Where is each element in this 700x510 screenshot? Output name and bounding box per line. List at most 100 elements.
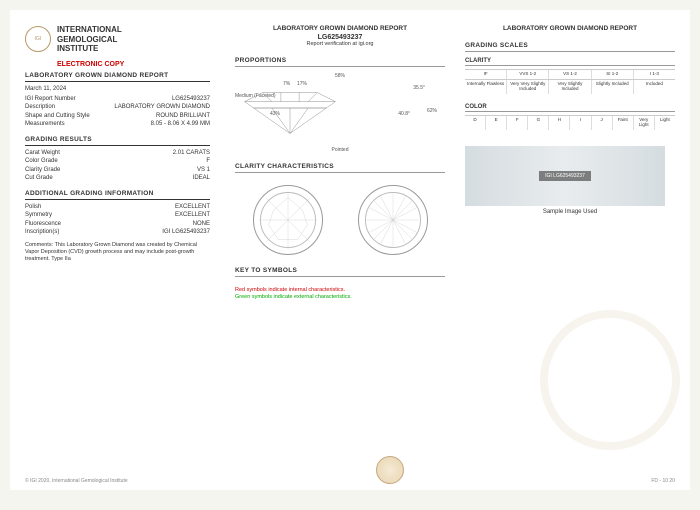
dim-table: 58%	[335, 73, 345, 79]
value: IDEAL	[193, 175, 210, 181]
label: Measurements	[25, 121, 65, 127]
color-scale: COLOR D E F G H I J Faint Very Light Lig…	[465, 104, 675, 130]
right-column: LABORATORY GROWN DIAMOND REPORT GRADING …	[455, 25, 675, 475]
value: EXCELLENT	[175, 212, 210, 218]
clarity-char-title: CLARITY CHARACTERISTICS	[235, 163, 445, 173]
row-measurements: Measurements 8.05 - 8.06 X 4.99 MM	[25, 121, 210, 127]
color-scale-grades: D E F G H I J Faint Very Light Light	[465, 115, 675, 130]
key-symbols-text: Red symbols indicate internal characteri…	[235, 287, 445, 301]
color-scale-title: COLOR	[465, 104, 675, 112]
footer-seal-icon	[376, 456, 404, 484]
diamond-bottom-icon	[358, 185, 428, 255]
value: 2.01 CARATS	[173, 150, 210, 156]
org-name: INTERNATIONAL GEMOLOGICAL INSTITUTE	[57, 25, 122, 54]
dim-depth: 62%	[427, 108, 437, 114]
dim-pct1: 7%	[283, 81, 290, 87]
label: Shape and Cutting Style	[25, 113, 90, 119]
label: Description	[25, 104, 55, 110]
copyright: © IGI 2020, International Gemological In…	[25, 478, 128, 484]
value: LG625493237	[172, 96, 210, 102]
middle-column: LABORATORY GROWN DIAMOND REPORT LG625493…	[225, 25, 455, 475]
scale-cell: Included	[634, 80, 675, 94]
dim-pointed: Pointed	[332, 147, 349, 153]
key-symbols-title: KEY TO SYMBOLS	[235, 267, 445, 277]
row-carat: Carat Weight 2.01 CARATS	[25, 150, 210, 156]
value: 8.05 - 8.06 X 4.99 MM	[151, 121, 210, 127]
footer-code: FD - 10 20	[651, 478, 675, 484]
sample-inscription: IGI LG625493237	[539, 171, 591, 181]
value: NONE	[193, 221, 210, 227]
dim-crown: 35.5°	[413, 85, 425, 91]
scale-cell: E	[486, 116, 507, 130]
label: Color Grade	[25, 158, 58, 164]
key-red: Red symbols indicate internal characteri…	[235, 287, 445, 294]
row-clarity: Clarity Grade VS 1	[25, 167, 210, 173]
electronic-copy-label: ELECTRONIC COPY	[57, 61, 210, 68]
additional-title: ADDITIONAL GRADING INFORMATION	[25, 190, 210, 200]
dim-pct2: 17%	[297, 81, 307, 87]
row-report-number: IGI Report Number LG625493237	[25, 96, 210, 102]
dim-pav: 40.8°	[398, 111, 410, 117]
mid-title: LABORATORY GROWN DIAMOND REPORT	[235, 25, 445, 32]
clarity-diagram	[235, 185, 445, 255]
scale-cell: Very Very Slightly Included	[507, 80, 549, 94]
clarity-scale-title: CLARITY	[465, 58, 675, 66]
label: Fluorescence	[25, 221, 61, 227]
scale-cell: VS 1-2	[549, 70, 591, 79]
igi-seal-icon: IGI	[25, 26, 51, 52]
label: IGI Report Number	[25, 96, 76, 102]
left-column: IGI INTERNATIONAL GEMOLOGICAL INSTITUTE …	[25, 25, 225, 475]
logo-block: IGI INTERNATIONAL GEMOLOGICAL INSTITUTE	[25, 25, 210, 54]
label: Inscription(s)	[25, 229, 59, 235]
row-polish: Polish EXCELLENT	[25, 204, 210, 210]
right-title: LABORATORY GROWN DIAMOND REPORT	[465, 25, 675, 32]
footer: © IGI 2020, International Gemological In…	[25, 456, 675, 484]
sample-caption: Sample Image Used	[465, 209, 675, 215]
scale-cell: J	[592, 116, 613, 130]
scale-cell: G	[528, 116, 549, 130]
scale-cell: I	[570, 116, 591, 130]
label: Cut Grade	[25, 175, 53, 181]
scale-cell: F	[507, 116, 528, 130]
facet-lines-icon	[359, 186, 427, 254]
scale-cell: Light	[655, 116, 675, 130]
row-inscription: Inscription(s) IGI LG625493237	[25, 229, 210, 235]
proportions-title: PROPORTIONS	[235, 57, 445, 67]
comments-label: Comments:	[25, 242, 53, 248]
value: F	[206, 158, 210, 164]
grading-results-title: GRADING RESULTS	[25, 136, 210, 146]
clarity-scale-bottom: Internally Flawless Very Very Slightly I…	[465, 79, 675, 94]
value: VS 1	[197, 167, 210, 173]
clarity-scale: CLARITY IF VVS 1-2 VS 1-2 SI 1-2 I 1-3 I…	[465, 58, 675, 94]
sample-image: IGI LG625493237	[465, 146, 665, 206]
row-fluorescence: Fluorescence NONE	[25, 221, 210, 227]
scale-cell: IF	[465, 70, 507, 79]
key-green: Green symbols indicate external characte…	[235, 294, 445, 301]
row-color: Color Grade F	[25, 158, 210, 164]
scale-cell: Very Slightly Included	[549, 80, 591, 94]
label: Polish	[25, 204, 41, 210]
org-line3: INSTITUTE	[57, 44, 122, 54]
dim-girdle-pct: 43%	[270, 111, 280, 117]
row-shape: Shape and Cutting Style ROUND BRILLIANT	[25, 113, 210, 119]
mid-verify: Report verification at igi.org	[235, 41, 445, 47]
row-cut: Cut Grade IDEAL	[25, 175, 210, 181]
org-line1: INTERNATIONAL	[57, 25, 122, 35]
dim-medium: Medium (Faceted)	[235, 93, 276, 99]
scale-cell: Very Light	[634, 116, 655, 130]
scale-cell: SI 1-2	[592, 70, 634, 79]
value: LABORATORY GROWN DIAMOND	[114, 104, 210, 110]
report-title: LABORATORY GROWN DIAMOND REPORT	[25, 72, 210, 82]
row-symmetry: Symmetry EXCELLENT	[25, 212, 210, 218]
value: ROUND BRILLIANT	[156, 113, 210, 119]
value: IGI LG625493237	[162, 229, 210, 235]
scale-cell: Faint	[613, 116, 634, 130]
scale-cell: Internally Flawless	[465, 80, 507, 94]
label: Symmetry	[25, 212, 52, 218]
org-line2: GEMOLOGICAL	[57, 35, 122, 45]
row-description: Description LABORATORY GROWN DIAMOND	[25, 104, 210, 110]
scale-cell: D	[465, 116, 486, 130]
scale-cell: H	[549, 116, 570, 130]
clarity-scale-top: IF VVS 1-2 VS 1-2 SI 1-2 I 1-3	[465, 69, 675, 79]
proportions-diagram: 58% 35.5° 62% 40.8° 43% Medium (Faceted)…	[235, 73, 445, 153]
